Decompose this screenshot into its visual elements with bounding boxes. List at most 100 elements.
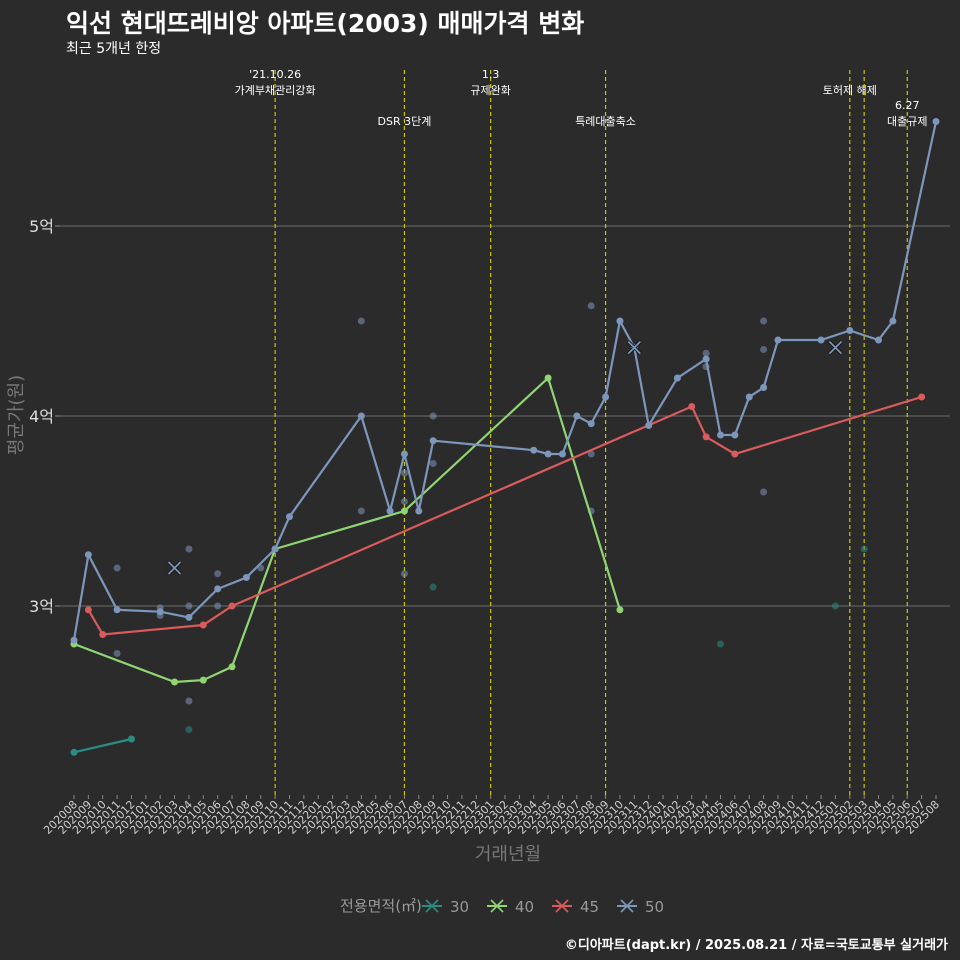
scatter-point [702, 349, 710, 357]
series-lines [70, 118, 940, 756]
series-point-45 [731, 450, 739, 458]
series-line-30 [73, 737, 132, 754]
series-point-50 [587, 420, 595, 428]
event-label: 토허제 해제 [823, 83, 877, 97]
series-point-50 [357, 412, 365, 420]
series-point-50 [774, 336, 782, 344]
scatter-point [185, 697, 193, 705]
series-point-40 [616, 606, 624, 614]
y-axis: 3억 4억 5억 [29, 217, 60, 616]
series-point-30 [127, 735, 135, 743]
cross-marker [627, 340, 641, 355]
series-point-50 [616, 317, 624, 325]
scatter-point [429, 412, 437, 420]
scatter-point [400, 570, 408, 578]
scatter-point [760, 317, 768, 325]
scatter-point [357, 317, 365, 325]
series-point-50 [932, 118, 940, 125]
source-footer: ©디아파트(dapt.kr) / 2025.08.21 / 자료=국토교통부 실… [564, 938, 948, 953]
series-point-45 [918, 393, 926, 401]
legend-swatch-cross [490, 899, 504, 913]
scatter-point [429, 460, 437, 467]
series-point-40 [199, 676, 207, 684]
series-point-50 [558, 450, 566, 458]
x-axis: 2020082020092020102020112020122021012021… [41, 795, 942, 837]
cross-marker [167, 561, 182, 575]
series-point-40 [228, 663, 236, 671]
series-point-50 [573, 412, 581, 420]
x-axis-title: 거래년월 [475, 844, 541, 865]
series-point-30 [70, 748, 78, 756]
event-label: 특례대출축소 [575, 115, 636, 128]
series-point-50 [889, 317, 897, 325]
series-point-50 [731, 431, 739, 439]
series-line-50 [72, 121, 938, 641]
series-point-45 [84, 606, 92, 614]
event-label: '21.10.26 [249, 68, 301, 81]
series-point-50 [645, 422, 653, 429]
series-point-50 [84, 551, 92, 559]
scatter-point [214, 602, 222, 610]
series-line-40 [73, 376, 621, 684]
series-point-50 [386, 507, 394, 515]
y-tick-label: 3억 [29, 597, 54, 616]
series-point-50 [70, 636, 78, 644]
series-point-50 [602, 393, 610, 401]
legend-label-30: 30 [450, 898, 469, 916]
series-point-50 [185, 613, 193, 621]
series-point-45 [702, 433, 710, 441]
scatter-point [831, 602, 839, 610]
scatter-point [587, 450, 595, 458]
event-label: 대출규제 [887, 115, 927, 128]
series-point-50 [242, 574, 250, 581]
scatter-point [760, 488, 768, 496]
scatter-point [429, 583, 437, 591]
scatter-point [860, 545, 868, 553]
series-point-45 [228, 602, 236, 610]
series-line-45 [87, 395, 922, 636]
series-point-40 [544, 374, 552, 382]
scatter-point [113, 564, 121, 572]
scatter-point [587, 302, 595, 310]
event-label: 규제완화 [470, 84, 510, 97]
event-label: DSR 3단계 [378, 115, 432, 128]
series-point-50 [745, 393, 753, 401]
series-point-50 [846, 327, 854, 334]
event-label: 가계부채관리강화 [235, 84, 316, 97]
y-axis-title: 평균가(원) [6, 375, 27, 455]
scatter-points [70, 302, 868, 756]
scatter-point [185, 602, 193, 610]
series-point-50 [429, 437, 437, 445]
legend: 전용면적(㎡) 30 40 45 50 [340, 897, 664, 916]
legend-label-45: 45 [580, 898, 599, 916]
series-point-50 [156, 608, 164, 616]
legend-swatch-cross [425, 899, 439, 913]
cross-marker [828, 340, 843, 355]
legend-label-50: 50 [645, 898, 664, 916]
chart-subtitle: 최근 5개년 한정 [66, 41, 162, 57]
scatter-point [357, 507, 365, 515]
series-point-50 [415, 507, 423, 515]
scatter-point [214, 570, 222, 578]
event-label: 1.3 [482, 68, 500, 81]
series-point-50 [717, 431, 724, 439]
scatter-point [113, 650, 121, 657]
chart-title: 익선 현대뜨레비앙 아파트(2003) 매매가격 변화 [66, 9, 585, 38]
scatter-point [185, 726, 193, 733]
series-point-45 [688, 403, 696, 410]
series-point-50 [530, 446, 538, 454]
series-point-50 [214, 585, 222, 593]
y-tick-label: 4억 [29, 407, 54, 426]
scatter-point [717, 640, 724, 648]
series-point-50 [702, 355, 710, 363]
series-point-50 [544, 450, 552, 458]
series-point-50 [271, 545, 279, 553]
grid-lines [60, 225, 950, 607]
series-point-45 [199, 621, 207, 629]
series-point-40 [171, 678, 179, 686]
legend-swatch-cross [620, 899, 634, 913]
series-point-45 [99, 631, 107, 638]
legend-title: 전용면적(㎡) [340, 897, 422, 915]
